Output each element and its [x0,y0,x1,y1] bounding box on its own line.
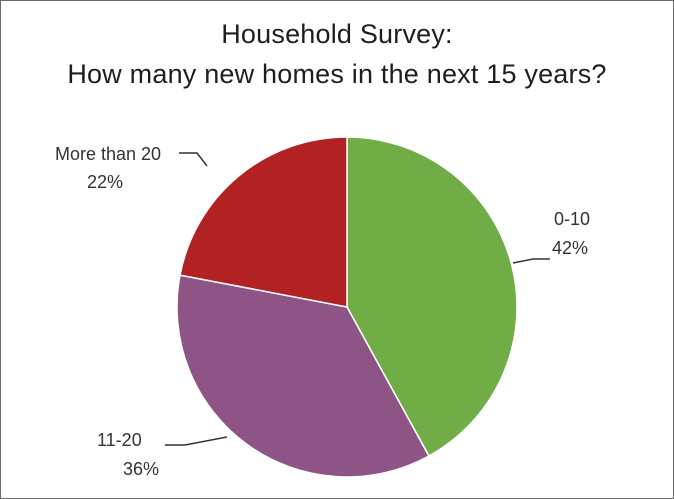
slice-label-11-20: 11-20 [97,430,142,450]
leader-lines [165,152,550,446]
slice-value-11-20: 36% [123,459,159,479]
pie-slice-0-10 [346,136,518,457]
slice-value-0-10: 42% [552,238,588,258]
slice-value-more-than-20: 22% [87,172,123,192]
chart-title-line-2: How many new homes in the next 15 years? [67,59,607,89]
pie-slices [176,136,518,478]
slice-label-more-than-20: More than 20 [55,144,161,164]
pie-slice-more-than-20 [179,136,348,308]
pie-slice-11-20 [176,274,430,478]
leader-more-than-20 [179,152,208,167]
chart-title-line-1: Household Survey: [221,19,453,49]
slice-label-0-10: 0-10 [554,209,590,229]
leader-0-10 [512,258,550,264]
leader-11-20 [165,436,228,446]
